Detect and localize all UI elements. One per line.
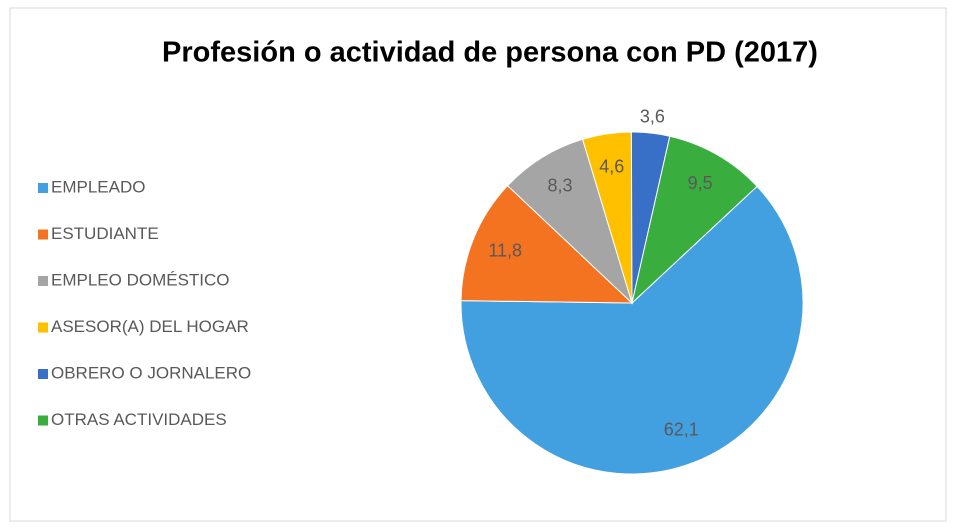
legend-swatch (38, 276, 48, 286)
data-label: 4,6 (599, 156, 624, 176)
pie-slice (460, 185, 804, 475)
legend-swatch (38, 369, 48, 379)
data-label: 3,6 (640, 106, 665, 126)
data-label: 8,3 (548, 175, 573, 195)
pie-slice (631, 135, 758, 305)
data-label: 9,5 (688, 173, 713, 193)
pie-slice (506, 138, 634, 305)
legend-label: OTRAS ACTIVIDADES (51, 410, 227, 429)
legend-swatch (38, 229, 48, 240)
legend-label: ESTUDIANTE (51, 224, 159, 243)
legend-label: EMPLEADO (51, 177, 145, 196)
legend-label: EMPLEO DOMÉSTICO (51, 270, 230, 289)
legend-swatch (38, 322, 48, 333)
legend-label: ASESOR(A) DEL HOGAR (51, 317, 249, 336)
legend-swatch (38, 415, 48, 426)
chart-title: Profesión o actividad de persona con PD … (162, 37, 818, 69)
pie-slice (460, 185, 634, 304)
legend-label: OBRERO O JORNALERO (51, 363, 251, 382)
data-label: 62,1 (664, 419, 699, 439)
legend-swatch (38, 183, 48, 193)
data-label: 11,8 (488, 240, 522, 260)
